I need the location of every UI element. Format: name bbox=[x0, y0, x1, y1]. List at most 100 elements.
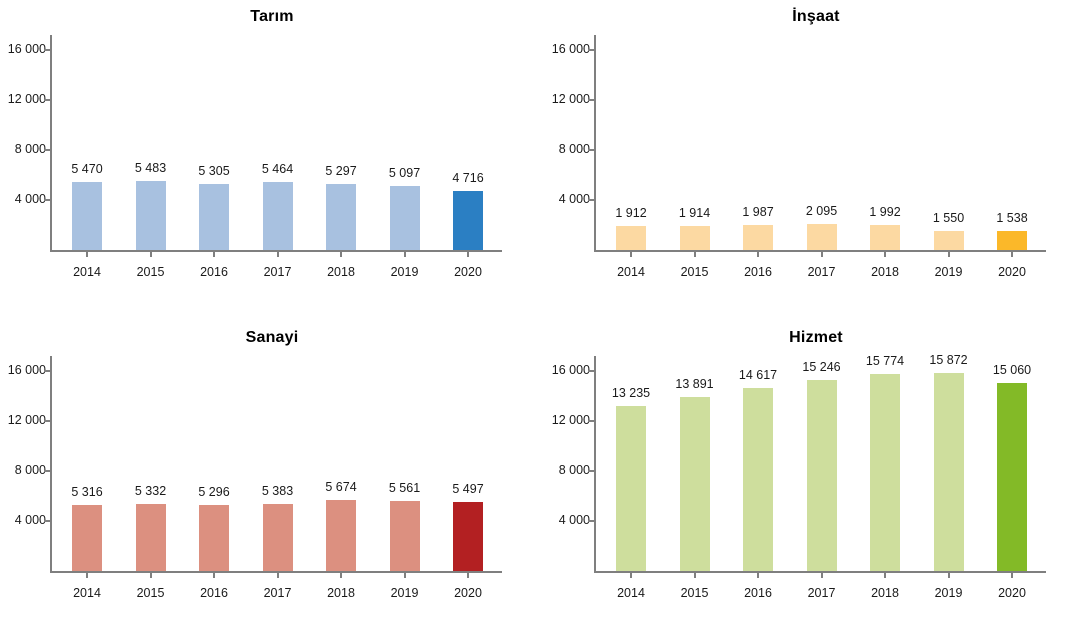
y-axis-label: 16 000 bbox=[551, 363, 590, 377]
y-axis-label: 8 000 bbox=[558, 142, 590, 156]
y-axis-tick bbox=[588, 49, 594, 51]
chart-tarim: Tarım 4 000 8 000 12 000 16 000 5 470 2014 5 4… bbox=[0, 0, 544, 305]
chart-sanayi: Sanayi 4 000 8 000 12 000 16 000 5 316 2014 5 … bbox=[0, 305, 544, 621]
bar-value-label: 1 538 bbox=[996, 211, 1028, 225]
bar-value-label: 5 561 bbox=[388, 481, 421, 495]
x-axis-tick bbox=[276, 573, 279, 578]
x-axis-label: 2014 bbox=[73, 586, 101, 600]
y-axis-label: 12 000 bbox=[551, 413, 590, 427]
bar-value-label: 14 617 bbox=[738, 368, 778, 382]
x-axis-tick bbox=[884, 252, 886, 257]
bar-value-label: 1 987 bbox=[742, 205, 774, 219]
bar-2018 bbox=[326, 500, 356, 571]
y-axis-tick bbox=[44, 99, 50, 101]
bar-2019 bbox=[933, 373, 964, 571]
bar-2015 bbox=[679, 226, 710, 250]
y-axis-tick bbox=[588, 370, 594, 372]
x-axis-tick bbox=[86, 573, 88, 578]
x-axis-tick bbox=[1011, 252, 1013, 257]
bar-2014 bbox=[72, 505, 102, 571]
x-axis-tick bbox=[340, 252, 342, 257]
x-axis-tick bbox=[213, 252, 215, 257]
x-axis-tick bbox=[947, 252, 950, 257]
x-axis-tick bbox=[693, 252, 696, 257]
x-axis-label: 2016 bbox=[200, 265, 228, 279]
y-axis-tick bbox=[588, 99, 594, 101]
x-axis-label: 2019 bbox=[390, 586, 419, 600]
bar-2017 bbox=[806, 224, 837, 250]
x-axis-tick bbox=[213, 573, 215, 578]
y-axis-label: 16 000 bbox=[7, 42, 46, 56]
bar-value-label: 5 497 bbox=[452, 482, 484, 496]
x-axis-label: 2016 bbox=[200, 586, 228, 600]
y-axis-tick bbox=[44, 49, 50, 51]
x-axis-label: 2020 bbox=[998, 265, 1026, 279]
y-axis-tick bbox=[44, 199, 50, 201]
x-axis-label: 2015 bbox=[136, 265, 165, 279]
bar-value-label: 13 235 bbox=[611, 386, 651, 400]
bar-value-label: 5 297 bbox=[325, 164, 357, 178]
bar-value-label: 5 674 bbox=[325, 480, 357, 494]
y-axis-label: 8 000 bbox=[14, 142, 46, 156]
x-axis-tick bbox=[757, 252, 759, 257]
x-axis-label: 2018 bbox=[871, 265, 899, 279]
x-axis-label: 2015 bbox=[680, 586, 709, 600]
bar-2015 bbox=[135, 504, 166, 571]
y-axis-tick bbox=[588, 199, 594, 201]
x-axis-label: 2016 bbox=[744, 586, 772, 600]
plot-area-tarim: 4 000 8 000 12 000 16 000 5 470 2014 5 483 2015… bbox=[8, 35, 502, 279]
x-axis-tick bbox=[630, 573, 632, 578]
x-axis-tick bbox=[149, 573, 152, 578]
chart-insaat: İnşaat 4 000 8 000 12 000 16 000 1 912 2014 1 … bbox=[544, 0, 1088, 305]
y-axis-tick bbox=[588, 470, 594, 472]
x-axis-label: 2020 bbox=[454, 265, 482, 279]
bar-value-label: 5 296 bbox=[198, 485, 230, 499]
plot-area-insaat: 4 000 8 000 12 000 16 000 1 912 2014 1 914 2015… bbox=[552, 35, 1046, 279]
bar-2020 bbox=[997, 231, 1027, 250]
x-axis-label: 2020 bbox=[454, 586, 482, 600]
x-axis-tick bbox=[276, 252, 279, 257]
bar-2020 bbox=[453, 191, 483, 250]
bar-2015 bbox=[679, 397, 710, 571]
bar-value-label: 5 470 bbox=[71, 162, 103, 176]
bar-value-label: 1 914 bbox=[678, 206, 711, 220]
bar-value-label: 13 891 bbox=[675, 377, 714, 391]
bar-value-label: 5 483 bbox=[134, 161, 167, 175]
y-axis-label: 8 000 bbox=[14, 463, 46, 477]
bar-2019 bbox=[933, 231, 964, 250]
bar-value-label: 5 305 bbox=[198, 164, 230, 178]
y-axis-label: 4 000 bbox=[14, 513, 46, 527]
chart-title-sanayi: Sanayi bbox=[245, 329, 299, 346]
x-axis-label: 2017 bbox=[807, 265, 836, 279]
bar-value-label: 2 095 bbox=[805, 204, 838, 218]
x-axis-tick bbox=[1011, 573, 1013, 578]
bar-value-label: 4 716 bbox=[452, 171, 484, 185]
x-axis-tick bbox=[340, 573, 342, 578]
x-axis-label: 2016 bbox=[744, 265, 772, 279]
chart-title-insaat: İnşaat bbox=[792, 8, 840, 25]
y-axis-label: 12 000 bbox=[7, 92, 46, 106]
plot-area-sanayi: 4 000 8 000 12 000 16 000 5 316 2014 5 332 2015… bbox=[8, 356, 502, 600]
x-axis-label: 2018 bbox=[327, 265, 355, 279]
bar-2014 bbox=[616, 226, 646, 250]
y-axis-label: 12 000 bbox=[551, 92, 590, 106]
y-axis-label: 16 000 bbox=[7, 363, 46, 377]
x-axis-label: 2015 bbox=[136, 586, 165, 600]
x-axis-label: 2018 bbox=[327, 586, 355, 600]
bar-2016 bbox=[743, 388, 773, 571]
y-axis-tick bbox=[44, 149, 50, 151]
x-axis-label: 2019 bbox=[390, 265, 419, 279]
x-axis-label: 2019 bbox=[934, 586, 963, 600]
bar-2014 bbox=[72, 182, 102, 250]
bar-value-label: 1 550 bbox=[932, 211, 965, 225]
bar-2018 bbox=[870, 225, 900, 250]
x-axis-label: 2019 bbox=[934, 265, 963, 279]
bar-value-label: 15 872 bbox=[929, 353, 968, 367]
chart-hizmet: Hizmet 4 000 8 000 12 000 16 000 13 235 2014 1… bbox=[544, 305, 1088, 621]
plot-area-hizmet: 4 000 8 000 12 000 16 000 13 235 2014 13 891 20… bbox=[552, 353, 1046, 600]
bar-value-label: 5 383 bbox=[261, 484, 294, 498]
x-axis-tick bbox=[693, 573, 696, 578]
x-axis-label: 2017 bbox=[263, 586, 292, 600]
bar-value-label: 5 316 bbox=[71, 485, 103, 499]
